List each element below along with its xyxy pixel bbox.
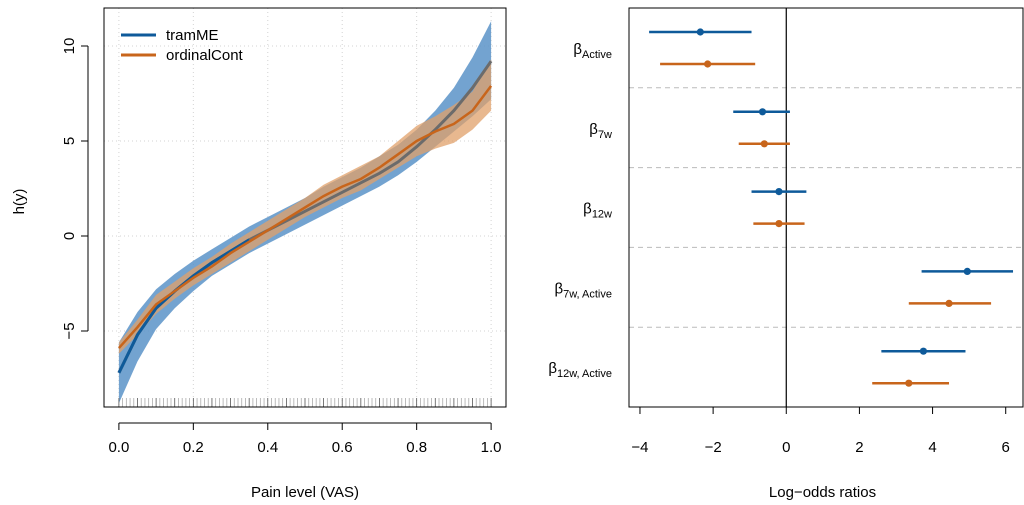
x-tick-label: 0.2	[183, 439, 204, 456]
x-tick-label: 2	[855, 439, 863, 456]
y-tick-label: 0	[61, 232, 78, 240]
estimate-intervals	[649, 28, 1014, 387]
x-tick-label: 0.8	[406, 439, 427, 456]
x-tick-label: 0.0	[108, 439, 129, 456]
estimate-ordinalCont	[905, 379, 913, 387]
right-x-axis-label: Log−odds ratios	[769, 484, 876, 501]
parameter-subscript: 7w, Active	[563, 288, 612, 300]
line-ordinalCont	[117, 85, 493, 349]
left-y-axis-label: h(y)	[11, 189, 28, 215]
estimate-tramME	[758, 108, 767, 116]
left-panel-line-chart: 0.0 0.2 0.4 0.6 0.8 1.0 −5 0 5 10 Pain level (VA…	[11, 7, 507, 501]
y-tick-label: 5	[61, 137, 78, 145]
estimate-ordinalCont	[760, 140, 768, 148]
parameter-label: β7w, Active	[554, 280, 612, 300]
x-tick-label: 1.0	[481, 439, 502, 456]
parameter-symbol: β	[583, 201, 592, 218]
parameter-label: β12w, Active	[548, 360, 612, 380]
estimate-tramME	[696, 28, 704, 36]
parameter-symbol: β	[573, 41, 582, 58]
parameter-label: βActive	[573, 41, 612, 61]
x-tick-label: −4	[631, 439, 648, 456]
right-plot-frame	[628, 7, 1024, 408]
legend-label-tramME: tramME	[166, 27, 219, 44]
right-x-axis: −4 −2 0 2 4 6	[631, 407, 1010, 456]
parameter-subscript: Active	[582, 49, 612, 61]
estimate-ordinalCont	[945, 299, 953, 307]
parameter-symbol: β	[589, 121, 598, 138]
x-tick-label: 6	[1002, 439, 1010, 456]
left-plot-frame	[103, 7, 507, 408]
x-tick-label: 0.4	[257, 439, 278, 456]
x-tick-label: 0	[782, 439, 790, 456]
left-x-axis-label: Pain level (VAS)	[251, 484, 359, 501]
estimate-tramME	[963, 267, 971, 275]
parameter-symbol: β	[548, 360, 557, 377]
left-y-axis: −5 0 5 10	[61, 38, 89, 340]
legend-label-ordinalCont: ordinalCont	[166, 47, 244, 64]
estimate-ordinalCont	[704, 60, 712, 68]
x-tick-label: 4	[928, 439, 936, 456]
rug-marks	[118, 398, 492, 407]
parameter-label: β7w	[589, 121, 612, 141]
x-tick-label: 0.6	[332, 439, 353, 456]
parameter-label: β12w	[583, 201, 612, 221]
estimate-ordinalCont	[775, 220, 783, 228]
parameter-symbol: β	[554, 280, 563, 297]
y-tick-label: 10	[61, 38, 78, 55]
estimate-tramME	[919, 347, 928, 355]
parameter-subscript: 7w	[598, 129, 612, 141]
x-tick-label: −2	[705, 439, 722, 456]
parameter-subscript: 12w	[592, 209, 612, 221]
y-tick-label: −5	[61, 322, 78, 339]
left-series-lines	[117, 60, 493, 374]
left-x-axis: 0.0 0.2 0.4 0.6 0.8 1.0	[108, 422, 502, 456]
row-separators	[629, 87, 1024, 328]
left-grid	[104, 8, 506, 407]
parameter-subscript: 12w, Active	[557, 368, 612, 380]
legend: tramME ordinalCont	[121, 27, 244, 64]
estimate-tramME	[775, 188, 783, 196]
